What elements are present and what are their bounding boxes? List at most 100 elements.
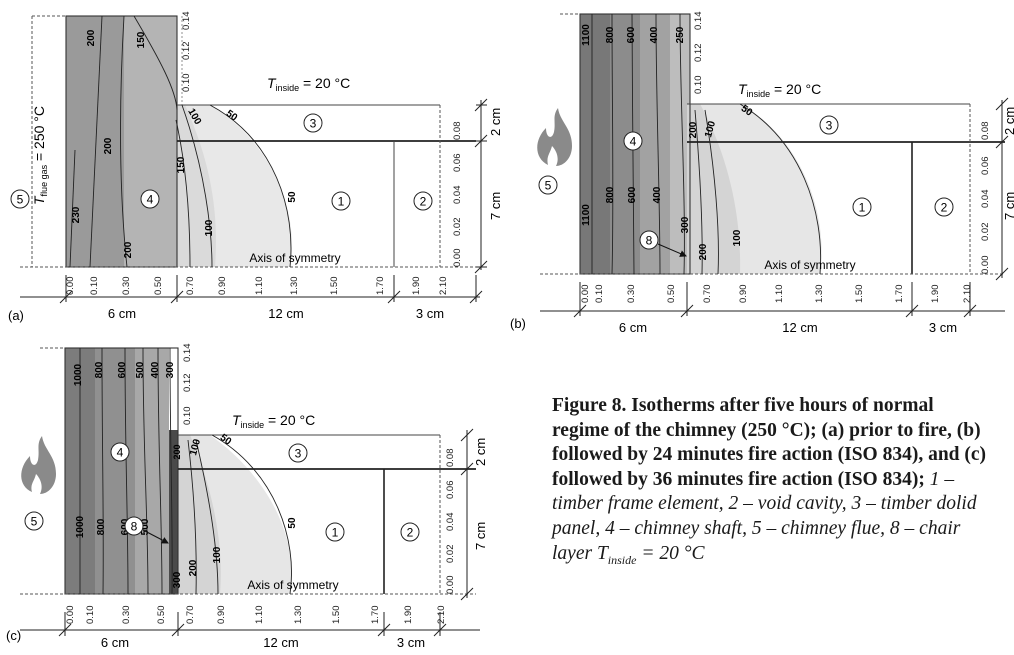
fire-icon	[537, 108, 572, 166]
zone-marker-8: 8	[639, 230, 659, 250]
y-tick: 0.00	[445, 576, 456, 595]
svg-text:4: 4	[147, 193, 154, 207]
svg-text:3: 3	[310, 117, 317, 131]
y-tick: 0.12	[181, 42, 192, 61]
zone-marker-2: 2	[934, 197, 954, 217]
y-tick: 0.04	[452, 186, 463, 205]
y-tick: 0.08	[980, 122, 991, 141]
x-tick: 0.70	[185, 606, 196, 625]
flue-gas-label: Tflue gas = 250 °C	[31, 106, 49, 205]
dim-12cm: 12 cm	[782, 320, 817, 335]
x-tick: 1.10	[254, 277, 265, 296]
x-tick: 1.70	[370, 606, 381, 625]
x-tick: 1.90	[411, 277, 422, 296]
zone-marker-5: 5	[24, 511, 44, 531]
y-tick: 0.08	[452, 122, 463, 141]
x-tick: 1.10	[774, 285, 785, 304]
x-tick: 0.30	[626, 285, 637, 304]
svg-text:3: 3	[826, 119, 833, 133]
isotherm-label: 150	[176, 156, 187, 173]
y-tick: 0.14	[181, 12, 192, 31]
svg-text:2: 2	[420, 195, 427, 209]
x-tick: 0.00	[65, 277, 76, 296]
caption-bold: Figure 8. Isotherms after five hours of …	[552, 395, 987, 490]
y-tick: 0.06	[445, 481, 456, 500]
x-tick: 0.50	[666, 285, 677, 304]
x-tick: 0.10	[594, 285, 605, 304]
y-tick: 0.02	[445, 545, 456, 564]
y-tick: 0.06	[452, 154, 463, 173]
isotherm-label: 400	[649, 26, 660, 43]
x-tick: 0.10	[89, 277, 100, 296]
dim-7cm: 7 cm	[473, 522, 488, 550]
dim-3cm: 3 cm	[416, 306, 444, 321]
x-tick: 0.50	[153, 277, 164, 296]
isotherm-label: 230	[71, 206, 82, 223]
x-tick: 0.30	[121, 277, 132, 296]
x-tick: 1.30	[293, 606, 304, 625]
x-tick: 2.10	[962, 285, 973, 304]
x-tick: 1.90	[403, 606, 414, 625]
x-tick: 1.70	[375, 277, 386, 296]
y-tick: 0.04	[980, 190, 991, 209]
dim-7cm: 7 cm	[1002, 192, 1014, 220]
isotherm-label: 100	[204, 219, 215, 236]
caption-italic: 1 – timber frame element, 2 – void cavit…	[552, 468, 977, 567]
dim-12cm: 12 cm	[263, 635, 298, 650]
x-tick: 2.10	[438, 277, 449, 296]
dim-2cm: 2 cm	[1002, 107, 1014, 135]
isotherm-label: 200	[86, 29, 97, 46]
isotherm-label: 250	[675, 26, 686, 43]
isotherm-label: 200	[698, 243, 709, 260]
x-tick: 0.00	[580, 285, 591, 304]
dim-6cm: 6 cm	[101, 635, 129, 650]
y-tick: 0.12	[693, 44, 704, 63]
zone-marker-5: 5	[538, 175, 558, 195]
zone-marker-8: 8	[124, 516, 144, 536]
isotherm-label: 800	[605, 186, 616, 203]
x-tick: 1.70	[894, 285, 905, 304]
figure-caption: Figure 8. Isotherms after five hours of …	[552, 394, 992, 572]
y-tick: 0.10	[181, 74, 192, 93]
x-tick: 0.90	[738, 285, 749, 304]
isotherm-label: 1100	[581, 204, 592, 226]
isotherm-label: 600	[117, 361, 128, 378]
isotherm-label: 800	[605, 26, 616, 43]
zone-marker-3: 3	[819, 115, 839, 135]
isotherm-label: 200	[123, 241, 134, 258]
svg-text:1: 1	[859, 201, 866, 215]
isotherm-label: 500	[135, 361, 146, 378]
x-tick: 0.50	[156, 606, 167, 625]
panel-label: (b)	[510, 316, 526, 331]
dim-3cm: 3 cm	[397, 635, 425, 650]
x-tick: 1.30	[289, 277, 300, 296]
axis-of-symmetry-label: Axis of symmetry	[764, 258, 855, 272]
panel-c: 1000 800 600 500 400 300 1000 800 600 50…	[6, 344, 488, 651]
x-tick: 0.30	[121, 606, 132, 625]
svg-text:8: 8	[131, 520, 138, 534]
svg-text:1: 1	[332, 526, 339, 540]
isotherm-label: 50	[287, 517, 298, 529]
zone-marker-2: 2	[413, 191, 433, 211]
svg-text:5: 5	[545, 179, 552, 193]
zone-marker-4: 4	[623, 131, 643, 151]
x-tick: 1.50	[329, 277, 340, 296]
isotherm-label: 300	[165, 361, 176, 378]
dim-12cm: 12 cm	[268, 306, 303, 321]
svg-text:1: 1	[338, 195, 345, 209]
zone-marker-2: 2	[400, 522, 420, 542]
t-inside-label: Tinside = 20 °C	[738, 81, 821, 99]
y-tick: 0.10	[693, 76, 704, 95]
y-tick: 0.14	[693, 12, 704, 31]
panel-a: 200 150 200 230 200 100 50 150 100 50 5 …	[8, 12, 503, 324]
t-inside-label: Tinside = 20 °C	[232, 412, 315, 430]
x-tick: 1.90	[930, 285, 941, 304]
isotherm-label: 200	[188, 559, 199, 576]
panel-label: (a)	[8, 308, 24, 323]
isotherm-label: 500	[140, 518, 151, 535]
isotherm-label: 200	[103, 137, 114, 154]
svg-text:4: 4	[117, 446, 124, 460]
y-tick: 0.00	[980, 256, 991, 275]
x-tick: 0.70	[702, 285, 713, 304]
